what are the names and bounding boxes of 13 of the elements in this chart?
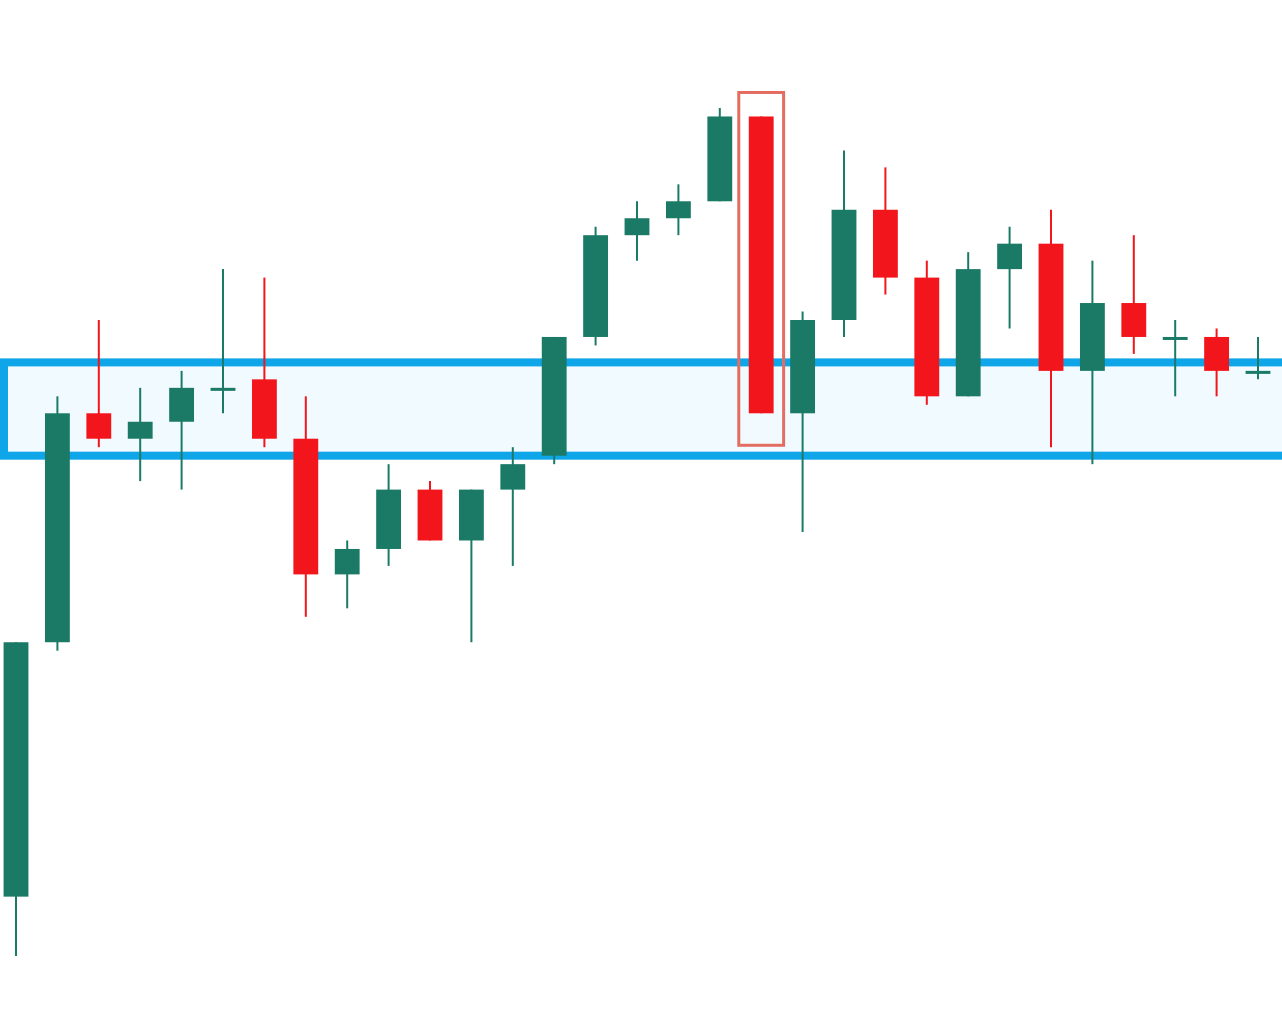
candlestick	[500, 446, 526, 567]
candlestick	[997, 225, 1023, 330]
candlestick	[665, 183, 691, 237]
candlestick	[169, 369, 195, 491]
candlestick	[1162, 319, 1188, 398]
candlestick	[210, 268, 236, 415]
candlestick	[1245, 335, 1271, 381]
candlestick	[1204, 327, 1230, 398]
candlestick	[624, 200, 650, 262]
candlestick	[127, 386, 153, 483]
candlestick	[1121, 234, 1147, 355]
candlestick	[334, 539, 360, 610]
candlestick	[86, 319, 112, 449]
